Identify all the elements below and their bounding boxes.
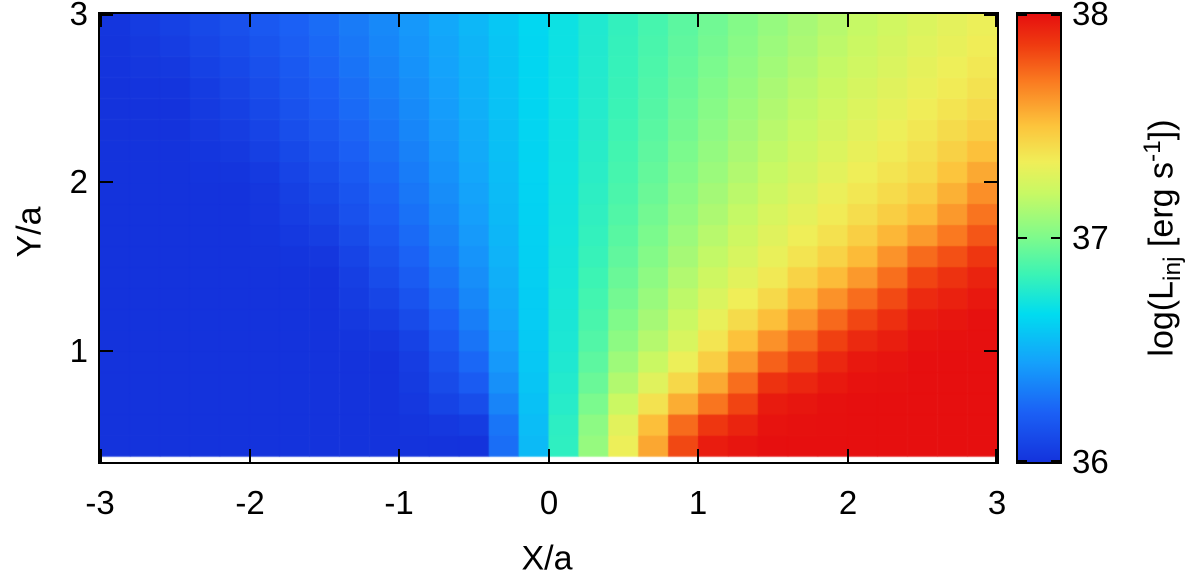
- colorbar-label-suffix: ]): [1142, 119, 1181, 141]
- y-tick-mark: [100, 350, 113, 352]
- y-tick-label: 2: [69, 163, 88, 200]
- x-tick-label: 3: [987, 484, 1007, 521]
- x-tick-mark: [548, 449, 550, 462]
- x-tick-mark: [249, 449, 251, 462]
- colorbar-tick-mark: [1018, 237, 1027, 239]
- x-tick-label: -2: [235, 484, 265, 521]
- x-tick-mark-top: [398, 14, 400, 27]
- x-tick-label: 1: [688, 484, 708, 521]
- colorbar-label-prefix: log(L: [1142, 280, 1181, 357]
- x-tick-mark-top: [847, 14, 849, 27]
- colorbar-tick-label: 36: [1072, 443, 1109, 480]
- x-tick-label: 2: [838, 484, 858, 521]
- y-tick-label: 3: [69, 0, 88, 32]
- x-tick-mark: [100, 449, 102, 462]
- x-tick-mark: [847, 449, 849, 462]
- colorbar-label-subscript: inj: [1159, 256, 1187, 281]
- y-tick-label: 1: [69, 332, 88, 369]
- x-tick-label: -1: [384, 484, 414, 521]
- colorbar-tick-mark: [1018, 460, 1027, 462]
- colorbar-tick-mark-right: [1051, 237, 1060, 239]
- colorbar-label-mid: [erg s: [1142, 161, 1181, 257]
- colorbar-tick-mark: [1018, 14, 1027, 16]
- x-tick-mark-top: [697, 14, 699, 27]
- x-tick-mark-top: [249, 14, 251, 27]
- colorbar-label: log(Linj [erg s-1]): [1139, 119, 1187, 356]
- x-tick-label: -3: [85, 484, 115, 521]
- colorbar-tick-label: 38: [1072, 0, 1109, 32]
- colorbar-label-superscript: -1: [1138, 140, 1166, 162]
- plot-area: [98, 12, 999, 464]
- x-tick-mark-top: [548, 14, 550, 27]
- colorbar-tick-mark-right: [1051, 460, 1060, 462]
- y-tick-mark-right: [984, 181, 997, 183]
- x-tick-mark: [398, 449, 400, 462]
- heatmap-canvas: [100, 14, 997, 462]
- x-tick-mark: [995, 449, 997, 462]
- y-tick-mark-right: [984, 350, 997, 352]
- x-tick-mark-top: [100, 14, 102, 27]
- x-axis-label: X/a: [521, 539, 573, 578]
- y-tick-mark-right: [984, 14, 997, 16]
- y-tick-mark: [100, 181, 113, 183]
- y-tick-mark: [100, 14, 113, 16]
- x-tick-label: 0: [539, 484, 559, 521]
- x-tick-mark: [697, 449, 699, 462]
- colorbar-tick-mark-right: [1051, 14, 1060, 16]
- x-tick-mark-top: [995, 14, 997, 27]
- y-axis-label: Y/a: [10, 206, 49, 258]
- colorbar: [1016, 12, 1062, 464]
- colorbar-tick-label: 37: [1072, 219, 1109, 256]
